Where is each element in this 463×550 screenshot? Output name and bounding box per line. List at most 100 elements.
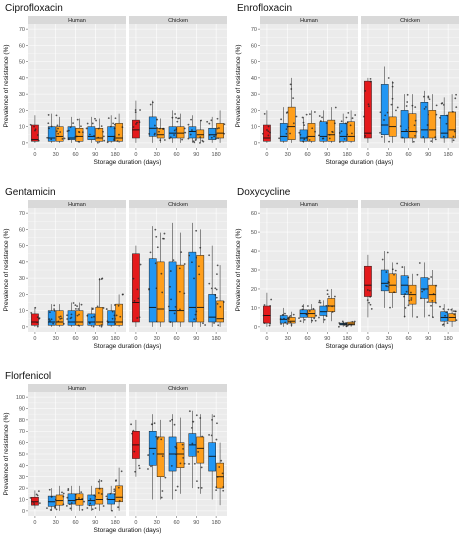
box-point — [67, 488, 70, 490]
box-point — [70, 502, 73, 504]
box-point — [455, 93, 457, 96]
box-point — [345, 322, 348, 324]
box-point — [174, 305, 177, 308]
box-point — [163, 237, 165, 240]
box-point — [88, 322, 91, 325]
y-axis-title: Prevalence of resistance (%) — [3, 228, 10, 311]
y-tick-label: 30 — [19, 276, 25, 282]
box-point — [407, 276, 410, 279]
box-point — [354, 114, 357, 116]
x-tick-label: 90 — [425, 336, 431, 342]
y-tick-label: 10 — [19, 498, 25, 504]
box-point — [343, 137, 346, 140]
box-point — [262, 132, 264, 135]
box-point — [158, 130, 160, 133]
box-point — [432, 316, 434, 319]
box-point — [285, 128, 288, 131]
box-point — [162, 128, 165, 131]
box-point — [295, 115, 298, 118]
box-iqr — [132, 253, 140, 323]
box-point — [97, 492, 100, 494]
box-point — [76, 305, 79, 307]
box-point — [340, 120, 343, 123]
box-point — [161, 291, 164, 294]
x-tick-label: 0 — [366, 152, 369, 158]
x-tick-label: 0 — [33, 520, 36, 526]
box-point — [321, 116, 323, 119]
x-axis-title: Storage duration (days) — [326, 159, 394, 166]
box-point — [105, 308, 108, 310]
box-point — [66, 314, 68, 317]
y-tick-label: 60 — [19, 43, 25, 49]
box-frozen-day-30 — [285, 77, 298, 143]
box-point — [405, 105, 408, 107]
box-point — [49, 509, 52, 511]
box-point — [369, 77, 372, 80]
box-iqr — [176, 264, 185, 323]
box-point — [59, 131, 62, 133]
box-point — [62, 503, 65, 506]
box-iqr — [156, 261, 165, 323]
box-point — [418, 262, 421, 264]
x-tick-label: 90 — [324, 152, 330, 158]
box-frozen-day-90 — [194, 119, 205, 144]
box-point — [298, 317, 300, 320]
box-point — [386, 251, 389, 254]
box-point — [160, 438, 163, 441]
box-point — [318, 299, 321, 302]
box-point — [109, 492, 112, 495]
box-point — [369, 303, 372, 306]
box-point — [393, 291, 396, 294]
box-point — [432, 293, 435, 295]
box-point — [426, 124, 429, 126]
box-point — [285, 112, 288, 114]
box-iqr — [156, 436, 165, 478]
box-point — [447, 308, 450, 311]
box-point — [405, 129, 408, 131]
chart-florfenicol: Florfenicol Prevalence of resistance (%) 0… — [3, 371, 227, 534]
facet-chicken: Chicken 0 30 60 90 180 — [129, 16, 227, 158]
y-tick-label: 30 — [19, 475, 25, 481]
y-tick-label: 60 — [19, 441, 25, 447]
x-tick-label: 30 — [154, 336, 160, 342]
box-point — [391, 85, 394, 88]
y-tick-label: 40 — [19, 76, 25, 82]
box-point — [208, 254, 211, 257]
box-point — [364, 135, 367, 137]
box-point — [190, 426, 193, 429]
box-point — [163, 139, 166, 141]
box-point — [192, 420, 195, 423]
box-point — [130, 423, 132, 426]
box-point — [307, 305, 309, 307]
box-point — [217, 324, 220, 327]
box-iqr — [327, 298, 336, 312]
box-frozen-day-90 — [195, 229, 207, 327]
box-point — [216, 127, 219, 130]
box-iqr — [75, 310, 84, 326]
box-point — [178, 290, 181, 293]
box-point — [444, 314, 446, 317]
box-point — [106, 498, 109, 500]
box-point — [325, 304, 328, 307]
box-point — [136, 317, 139, 319]
box-point — [411, 104, 414, 107]
box-point — [216, 117, 219, 120]
box-point — [117, 486, 120, 489]
box-point — [193, 277, 195, 280]
box-point — [107, 117, 110, 120]
box-point — [302, 121, 305, 124]
facet-human: Human 0 30 60 90 180 — [260, 16, 358, 158]
box-fresh-day-30 — [279, 307, 289, 327]
box-iqr — [420, 277, 429, 299]
box-point — [366, 289, 369, 291]
box-point — [428, 278, 430, 280]
facet-human: Human 0 30 60 90 180 — [28, 16, 126, 158]
box-point — [149, 103, 152, 106]
box-point — [387, 77, 390, 79]
box-fresh-day-180 — [338, 113, 348, 143]
box-point — [423, 108, 426, 110]
box-point — [267, 134, 270, 137]
box-day0-day-0 — [132, 245, 142, 327]
box-point — [262, 314, 265, 317]
x-tick-label: 60 — [72, 336, 78, 342]
